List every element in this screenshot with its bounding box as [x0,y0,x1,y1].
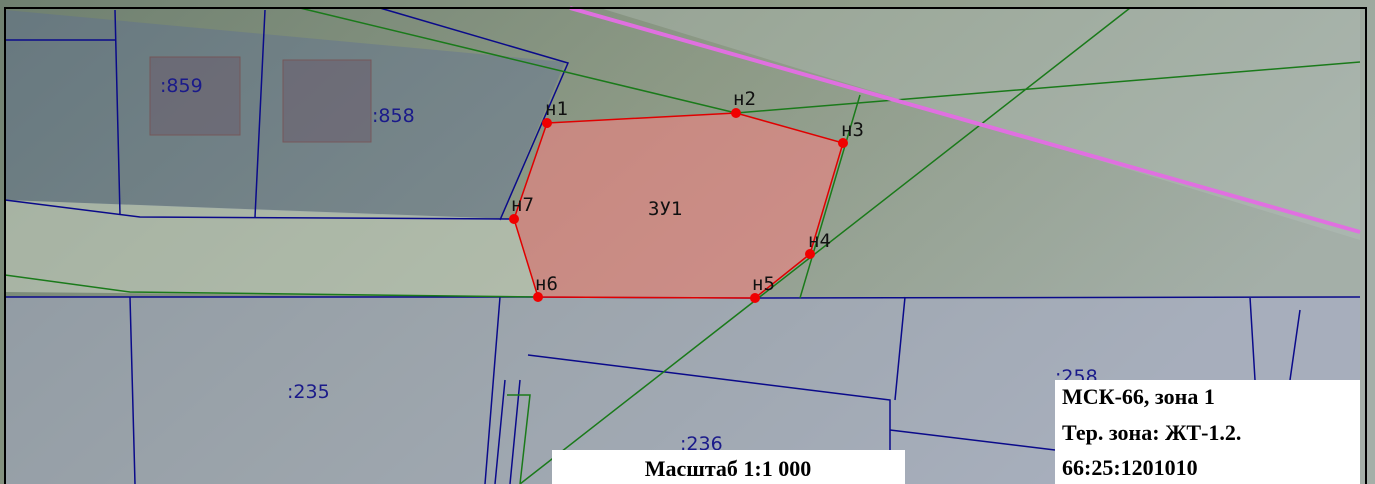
point-label: н3 [841,119,864,141]
point-label: н1 [545,98,568,120]
vertex [750,293,760,303]
vertex [509,214,519,224]
boundary-line [569,6,1361,234]
point-label: н2 [733,88,756,110]
frame [4,7,1367,484]
scale-label: Масштаб 1:1 000 [645,456,812,481]
vertices [509,108,848,303]
parcel-label: :859 [160,75,203,97]
point-label: н6 [535,273,558,295]
point-label: н7 [511,194,534,216]
point-label: н5 [752,273,775,295]
parcel-label: :236 [680,433,723,455]
scale-box [552,450,905,484]
vertex [838,138,848,148]
info-line: МСК-66, зона 1 [1062,384,1215,409]
land-plot [513,112,844,299]
parcel-label: :858 [372,105,415,127]
area-label: ЗУ1 [648,198,682,220]
info-line: Тер. зона: ЖТ-1.2. [1062,420,1241,445]
vertex [731,108,741,118]
point-label: н4 [808,230,831,252]
building [282,59,372,143]
building [149,56,241,136]
vertex [805,249,815,259]
info-box [1055,380,1360,484]
info-line: 66:25:1201010 [1062,455,1198,480]
vertex [542,118,552,128]
road [5,200,538,297]
vertex [533,292,543,302]
parcel-label: :235 [287,381,330,403]
parcel-shade [5,297,1360,484]
